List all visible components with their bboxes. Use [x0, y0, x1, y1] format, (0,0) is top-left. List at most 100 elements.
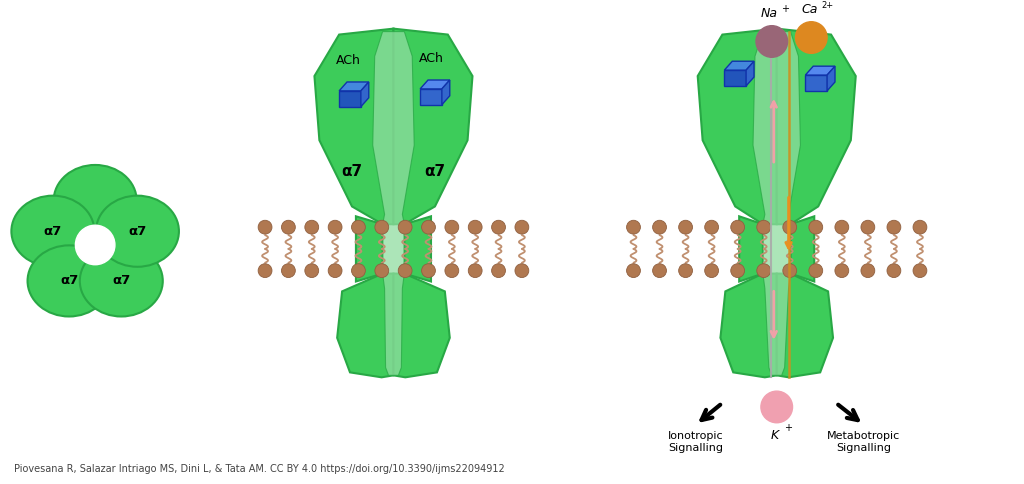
Circle shape [731, 220, 744, 234]
Circle shape [809, 264, 822, 277]
Text: Ionotropic
Signalling: Ionotropic Signalling [668, 431, 724, 453]
Circle shape [705, 264, 719, 277]
Text: +: + [783, 423, 792, 433]
Polygon shape [697, 29, 777, 224]
Ellipse shape [11, 196, 94, 267]
Polygon shape [442, 80, 450, 105]
Polygon shape [393, 29, 472, 224]
Text: 2+: 2+ [821, 1, 834, 10]
Circle shape [76, 225, 115, 265]
Polygon shape [339, 82, 369, 91]
Text: α7: α7 [113, 274, 130, 287]
Polygon shape [373, 31, 415, 376]
Circle shape [492, 220, 506, 234]
Circle shape [809, 220, 822, 234]
Polygon shape [827, 66, 835, 91]
Circle shape [782, 264, 797, 277]
Polygon shape [724, 61, 754, 70]
Ellipse shape [26, 210, 88, 261]
Text: Metabotropic
Signalling: Metabotropic Signalling [827, 431, 900, 453]
Polygon shape [746, 61, 754, 86]
Circle shape [796, 22, 827, 53]
Ellipse shape [53, 165, 136, 236]
Text: α7: α7 [44, 225, 62, 238]
Circle shape [258, 264, 272, 277]
Polygon shape [805, 66, 835, 75]
Circle shape [861, 220, 874, 234]
Circle shape [328, 264, 342, 277]
Circle shape [305, 220, 318, 234]
Circle shape [705, 220, 719, 234]
Circle shape [627, 264, 640, 277]
Polygon shape [724, 70, 746, 86]
Circle shape [679, 220, 692, 234]
Text: +: + [780, 4, 788, 14]
Circle shape [468, 220, 482, 234]
Circle shape [761, 391, 793, 423]
Ellipse shape [80, 245, 163, 317]
Text: α7: α7 [60, 274, 78, 287]
Polygon shape [805, 75, 827, 91]
Text: K: K [771, 429, 779, 442]
Circle shape [375, 264, 389, 277]
Circle shape [422, 264, 435, 277]
Text: α7: α7 [341, 165, 362, 180]
Polygon shape [393, 273, 450, 378]
Circle shape [422, 220, 435, 234]
Polygon shape [420, 80, 450, 89]
Circle shape [887, 220, 901, 234]
Circle shape [351, 264, 366, 277]
Circle shape [375, 220, 389, 234]
Polygon shape [721, 273, 777, 378]
Circle shape [913, 264, 927, 277]
Circle shape [835, 220, 849, 234]
Circle shape [861, 264, 874, 277]
Circle shape [398, 220, 412, 234]
Polygon shape [420, 89, 442, 105]
Circle shape [492, 264, 506, 277]
Ellipse shape [28, 245, 111, 317]
Polygon shape [777, 273, 834, 378]
Circle shape [757, 220, 771, 234]
Text: ACh: ACh [419, 52, 443, 65]
Text: Na: Na [760, 7, 777, 20]
Text: α7: α7 [424, 165, 445, 180]
Circle shape [515, 264, 528, 277]
Circle shape [627, 220, 640, 234]
Ellipse shape [93, 259, 157, 311]
Polygon shape [753, 31, 801, 376]
Ellipse shape [68, 179, 131, 230]
Circle shape [756, 26, 787, 57]
Polygon shape [404, 216, 431, 282]
Polygon shape [739, 216, 763, 282]
Circle shape [757, 264, 771, 277]
Circle shape [305, 264, 318, 277]
Circle shape [468, 264, 482, 277]
Text: Ca: Ca [801, 3, 817, 16]
Circle shape [887, 264, 901, 277]
Circle shape [515, 220, 528, 234]
Polygon shape [339, 91, 360, 106]
Circle shape [282, 220, 295, 234]
Circle shape [652, 220, 667, 234]
Circle shape [679, 264, 692, 277]
Ellipse shape [41, 259, 104, 311]
Polygon shape [356, 216, 383, 282]
Circle shape [444, 220, 459, 234]
Circle shape [782, 220, 797, 234]
Circle shape [913, 220, 927, 234]
Circle shape [444, 264, 459, 277]
Polygon shape [791, 216, 814, 282]
Ellipse shape [96, 196, 179, 267]
Polygon shape [360, 82, 369, 106]
Circle shape [282, 264, 295, 277]
Text: α7: α7 [128, 225, 146, 238]
Polygon shape [777, 29, 856, 224]
Circle shape [398, 264, 412, 277]
Circle shape [351, 220, 366, 234]
Text: ACh: ACh [336, 54, 360, 67]
Text: Piovesana R, Salazar Intriago MS, Dini L, & Tata AM. CC BY 4.0 https://doi.org/1: Piovesana R, Salazar Intriago MS, Dini L… [14, 464, 505, 474]
Circle shape [731, 264, 744, 277]
Polygon shape [337, 273, 393, 378]
Circle shape [328, 220, 342, 234]
